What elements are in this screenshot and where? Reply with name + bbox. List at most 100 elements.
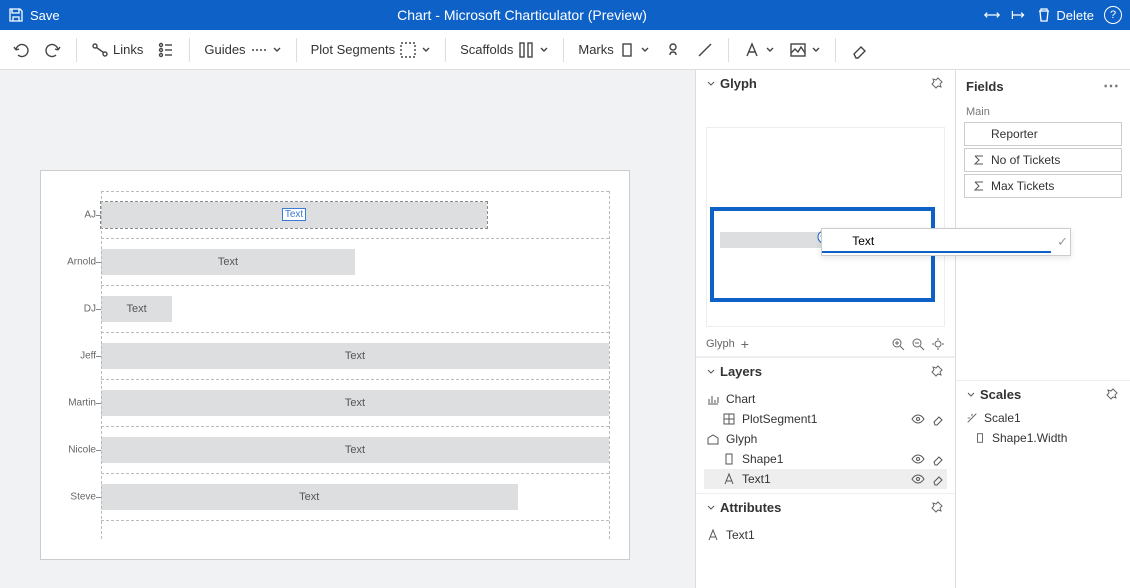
text-a-icon (743, 41, 761, 59)
marks-label: Marks (578, 42, 613, 57)
main-area: AJTextArnoldTextDJTextJeffTextMartinText… (0, 70, 1130, 588)
eraser-button[interactable] (846, 39, 872, 61)
chart-bar[interactable]: Text (101, 343, 609, 369)
chevron-down-icon (706, 503, 716, 513)
guides-icon (250, 41, 268, 59)
layers-body: ChartPlotSegment1GlyphShape1Text1 (696, 385, 955, 493)
pin-icon[interactable] (931, 501, 945, 515)
field-item[interactable]: No of Tickets (964, 148, 1122, 172)
scale-binding-label: Shape1.Width (992, 431, 1067, 445)
symbol-button[interactable] (660, 39, 686, 61)
line-icon (696, 41, 714, 59)
y-axis-label: AJ (51, 209, 96, 220)
redo-button[interactable] (40, 39, 66, 61)
chevron-down-icon (640, 45, 650, 55)
plot-seg-icon (399, 41, 417, 59)
links-label: Links (113, 42, 143, 57)
window-title: Chart - Microsoft Charticulator (Preview… (60, 7, 985, 23)
glyph-panel-header[interactable]: Glyph (696, 70, 955, 97)
image-mark-button[interactable] (785, 39, 825, 61)
add-glyph-button[interactable]: + (741, 336, 749, 352)
text-mark-button[interactable] (739, 39, 779, 61)
chevron-down-icon (966, 390, 976, 400)
y-axis-label: Arnold (51, 256, 96, 267)
layer-item[interactable]: PlotSegment1 (704, 409, 947, 429)
layer-group[interactable]: Glyph (704, 429, 947, 449)
glyph-text-editor[interactable]: Text ✓ (821, 228, 1071, 256)
plot-segments-button[interactable]: Plot Segments (307, 39, 436, 61)
zoom-out-icon[interactable] (911, 337, 925, 351)
scale-label: Scale1 (984, 411, 1021, 425)
guides-button[interactable]: Guides (200, 39, 285, 61)
fields-scales-panel: Fields ⋯ Main ReporterNo of TicketsMax T… (955, 70, 1130, 588)
chevron-down-icon (272, 45, 282, 55)
scales-panel-header[interactable]: Scales (956, 380, 1130, 408)
titlebar: Save Chart - Microsoft Charticulator (Pr… (0, 0, 1130, 30)
canvas-area[interactable]: AJTextArnoldTextDJTextJeffTextMartinText… (0, 70, 695, 588)
glyph-preview[interactable]: Glyph + (696, 97, 955, 357)
pin-icon[interactable] (931, 365, 945, 379)
chart-bar[interactable]: Text (101, 249, 355, 275)
plot-segments-label: Plot Segments (311, 42, 396, 57)
attributes-item-label: Text1 (726, 528, 755, 542)
links-icon (91, 41, 109, 59)
attributes-title: Attributes (720, 500, 781, 515)
y-axis-label: Jeff (51, 350, 96, 361)
fit-icon[interactable] (931, 337, 945, 351)
chart-bar[interactable]: Text (101, 296, 172, 322)
chart-canvas[interactable]: AJTextArnoldTextDJTextJeffTextMartinText… (40, 170, 630, 560)
help-button[interactable]: ? (1104, 6, 1122, 24)
layers-title: Layers (720, 364, 762, 379)
legend-button[interactable] (153, 39, 179, 61)
chart-bar[interactable]: Text (101, 437, 609, 463)
layer-item[interactable]: Text1 (704, 469, 947, 489)
chevron-down-icon (421, 45, 431, 55)
links-button[interactable]: Links (87, 39, 147, 61)
scaffolds-label: Scaffolds (460, 42, 513, 57)
layer-item[interactable]: Shape1 (704, 449, 947, 469)
toolbar: Links Guides Plot Segments Scaffolds Mar… (0, 30, 1130, 70)
arrow-out-icon[interactable] (1010, 7, 1026, 23)
delete-label: Delete (1056, 8, 1094, 23)
rect-icon (974, 432, 986, 444)
text-editor-input[interactable] (822, 231, 1051, 253)
undo-button[interactable] (8, 39, 34, 61)
bar-text-selected[interactable]: Text (282, 208, 306, 221)
y-axis-label: Nicole (51, 444, 96, 455)
image-icon (789, 41, 807, 59)
chevron-down-icon (765, 45, 775, 55)
field-item[interactable]: Max Tickets (964, 174, 1122, 198)
save-icon (8, 7, 24, 23)
zoom-in-icon[interactable] (891, 337, 905, 351)
scale-binding[interactable]: Shape1.Width (956, 428, 1130, 448)
rect-icon (618, 41, 636, 59)
arrow-lr-icon[interactable] (984, 7, 1000, 23)
fields-more-button[interactable]: ⋯ (1103, 76, 1120, 96)
field-item[interactable]: Reporter (964, 122, 1122, 146)
delete-button[interactable]: Delete (1036, 7, 1094, 23)
layer-group[interactable]: Chart (704, 389, 947, 409)
symbol-icon (664, 41, 682, 59)
fields-panel-header[interactable]: Fields ⋯ (956, 70, 1130, 102)
guides-label: Guides (204, 42, 245, 57)
attributes-body: Text1 (696, 521, 955, 549)
pin-icon[interactable] (931, 77, 945, 91)
pin-icon[interactable] (1106, 388, 1120, 402)
text-editor-confirm[interactable]: ✓ (1057, 234, 1068, 250)
attributes-item[interactable]: Text1 (704, 525, 947, 545)
line-button[interactable] (692, 39, 718, 61)
y-axis-label: Steve (51, 491, 96, 502)
chevron-down-icon (539, 45, 549, 55)
chart-bar[interactable]: Text (101, 484, 518, 510)
marks-button[interactable]: Marks (574, 39, 653, 61)
save-label: Save (30, 8, 60, 23)
scaffolds-button[interactable]: Scaffolds (456, 39, 553, 61)
attributes-panel-header[interactable]: Attributes (696, 493, 955, 521)
chevron-down-icon (706, 367, 716, 377)
save-button[interactable]: Save (8, 7, 60, 23)
layers-panel-header[interactable]: Layers (696, 357, 955, 385)
scale-item[interactable]: Scale1 (956, 408, 1130, 428)
chart-bar[interactable]: Text (101, 202, 487, 228)
chart-bar[interactable]: Text (101, 390, 609, 416)
trash-icon (1036, 7, 1052, 23)
